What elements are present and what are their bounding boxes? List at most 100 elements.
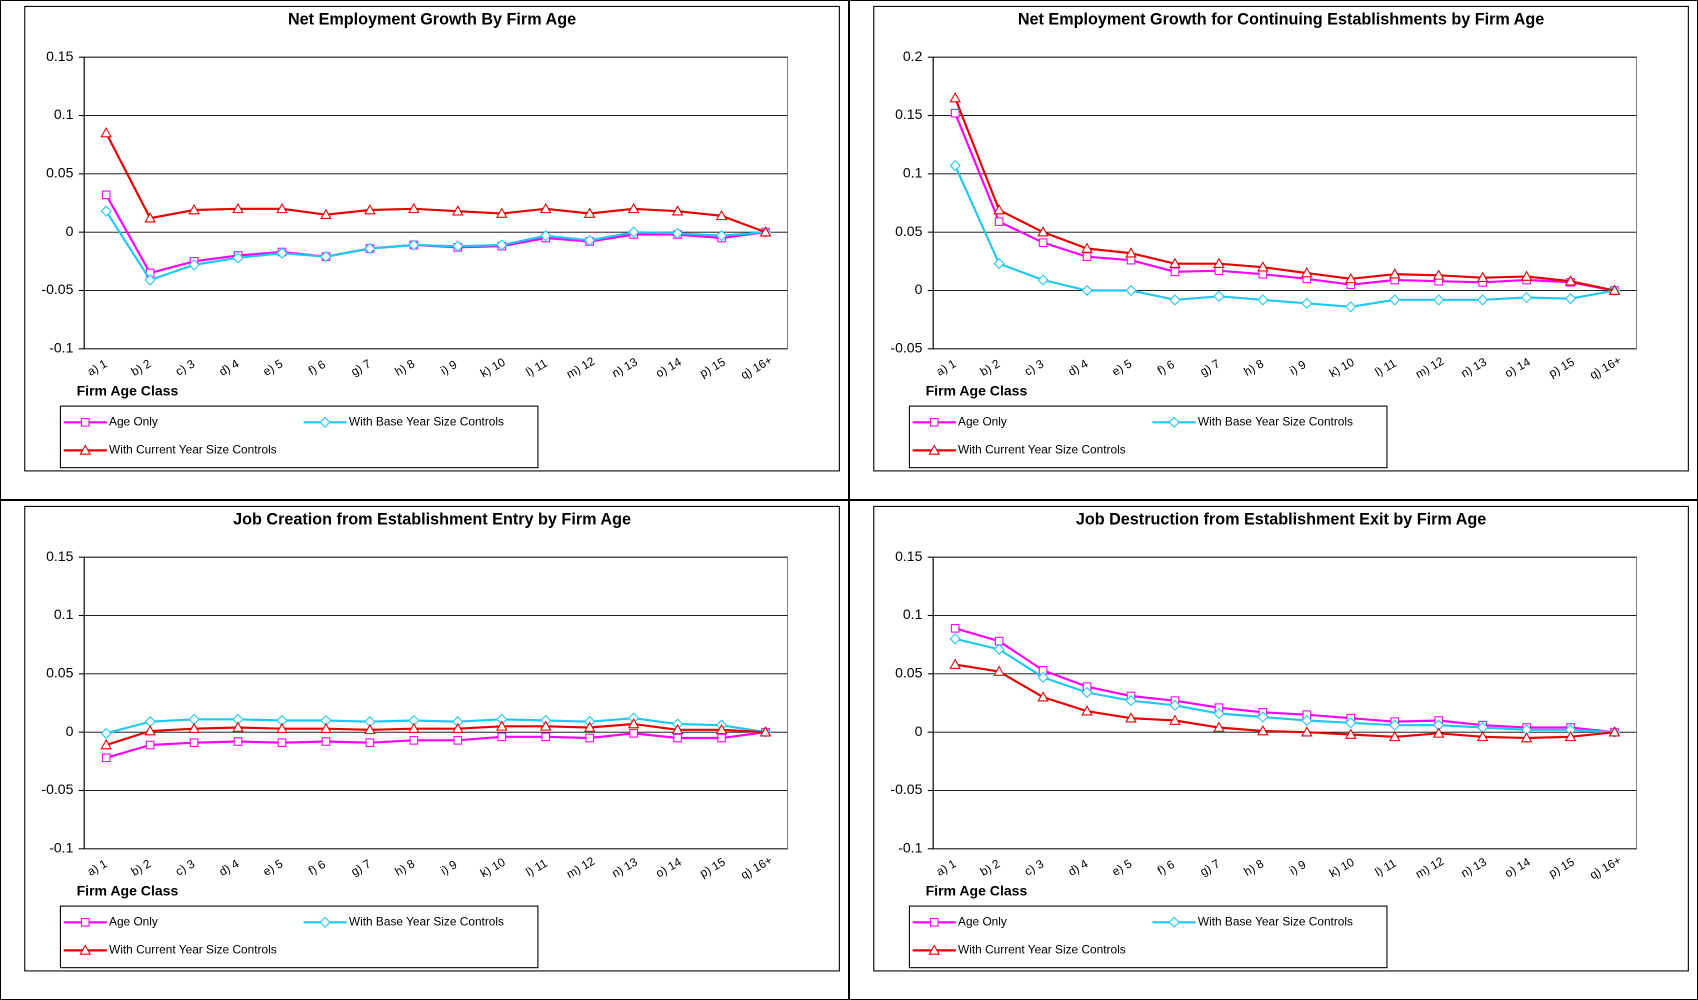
y-tick-label: -0.05: [41, 281, 73, 297]
marker: [232, 721, 244, 732]
marker: [585, 733, 595, 743]
marker: [1520, 270, 1533, 281]
y-tick-label: 0.2: [903, 48, 923, 64]
marker: [1520, 732, 1533, 743]
legend-box: [908, 405, 1388, 469]
x-axis-label: Firm Age Class: [77, 883, 179, 899]
marker: [188, 204, 200, 215]
marker: [1388, 268, 1401, 279]
marker: [188, 259, 200, 271]
marker: [949, 633, 961, 645]
marker: [671, 723, 684, 735]
marker: [1257, 725, 1269, 736]
marker: [949, 160, 961, 172]
chart-cell: Job Destruction from Establishment Exit …: [849, 500, 1698, 1000]
marker: [409, 736, 419, 745]
marker: [541, 732, 551, 742]
marker: [276, 722, 288, 733]
plot-area: [83, 56, 789, 350]
marker: [1213, 721, 1225, 732]
marker: [1170, 267, 1180, 277]
marker: [276, 247, 288, 259]
marker: [408, 239, 420, 251]
series-line: [954, 165, 1615, 308]
marker: [1081, 284, 1093, 297]
marker: [673, 733, 682, 743]
marker: [452, 722, 464, 733]
marker: [717, 733, 726, 743]
legend-label: Age Only: [958, 414, 1007, 428]
marker: [1125, 247, 1137, 258]
marker: [993, 643, 1005, 655]
marker: [1081, 705, 1093, 716]
marker: [584, 234, 596, 246]
marker: [1213, 257, 1225, 268]
chart: Job Destruction from Establishment Exit …: [873, 505, 1689, 972]
marker: [1301, 267, 1313, 278]
y-tick-label: 0.05: [46, 665, 74, 681]
marker: [101, 190, 111, 200]
marker: [320, 722, 332, 733]
marker: [1476, 730, 1489, 742]
marker: [1432, 269, 1445, 280]
y-tick-label: 0.05: [895, 223, 923, 239]
plot-area: [932, 56, 1638, 350]
marker: [1301, 714, 1313, 727]
marker: [1125, 695, 1137, 707]
marker: [928, 944, 941, 955]
y-tick-label: -0.05: [890, 781, 922, 797]
marker: [949, 658, 961, 669]
marker: [583, 207, 596, 218]
y-tick-label: -0.1: [49, 840, 73, 856]
legend-label: With Base Year Size Controls: [1198, 414, 1353, 428]
marker: [949, 92, 961, 103]
marker: [144, 274, 156, 286]
y-tick-label: 0: [915, 723, 923, 739]
marker: [994, 217, 1004, 226]
x-axis-label: Firm Age Class: [926, 883, 1028, 899]
marker: [759, 226, 772, 237]
marker: [715, 723, 728, 735]
marker: [1257, 711, 1269, 723]
marker: [452, 205, 464, 216]
marker: [1301, 726, 1313, 737]
marker: [715, 209, 728, 221]
marker: [496, 239, 508, 251]
legend-label: Age Only: [958, 914, 1007, 928]
legend-label: With Base Year Size Controls: [349, 414, 504, 428]
marker: [408, 722, 420, 733]
chart-cell: Net Employment Growth By Firm Age -0.1 -0.…: [0, 0, 849, 500]
marker: [452, 240, 464, 252]
chart-cell: Job Creation from Establishment Entry by…: [0, 500, 849, 1000]
x-axis-label: Firm Age Class: [926, 383, 1028, 399]
marker: [1037, 274, 1049, 286]
marker: [319, 416, 331, 428]
marker: [319, 916, 331, 928]
marker: [79, 444, 92, 455]
legend-label: With Base Year Size Controls: [1198, 914, 1353, 928]
legend-label: With Current Year Size Controls: [109, 943, 277, 957]
series-line: [105, 717, 766, 735]
marker: [1564, 293, 1577, 305]
marker: [408, 202, 420, 214]
marker: [495, 720, 508, 731]
y-tick-label: 0.05: [46, 165, 74, 181]
marker: [1520, 291, 1533, 304]
marker: [188, 722, 200, 733]
marker: [539, 720, 552, 731]
marker: [540, 230, 552, 242]
marker: [629, 729, 638, 738]
marker: [627, 718, 640, 729]
x-axis-label: Firm Age Class: [77, 383, 179, 399]
legend-label: With Current Year Size Controls: [958, 943, 1126, 957]
y-tick-label: 0.15: [46, 48, 74, 64]
marker: [539, 202, 552, 214]
marker: [1213, 290, 1225, 302]
series-line: [954, 112, 1615, 292]
marker: [145, 740, 155, 750]
marker: [715, 230, 728, 242]
marker: [993, 665, 1005, 676]
marker: [628, 226, 640, 238]
marker: [1433, 294, 1445, 306]
